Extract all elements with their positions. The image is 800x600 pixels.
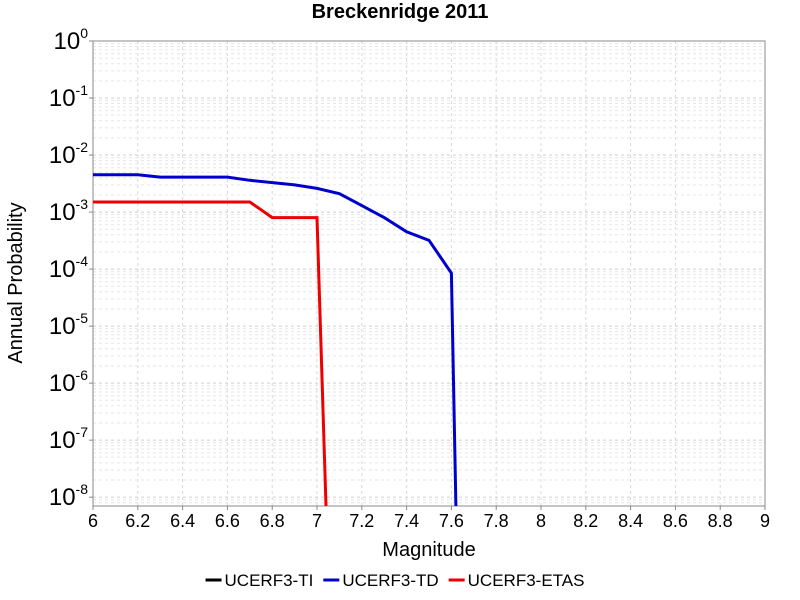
x-tick-label: 6.8 <box>260 511 285 531</box>
series-line-ucerf3-etas <box>93 200 328 507</box>
legend-label: UCERF3-TI <box>225 571 314 590</box>
x-tick-label: 7.6 <box>439 511 464 531</box>
x-axis-label: Magnitude <box>382 539 475 561</box>
y-axis-label: Annual Probability <box>5 202 27 363</box>
y-tick-label: 10-8 <box>49 481 88 511</box>
x-tick-label: 6.6 <box>215 511 240 531</box>
x-tick-label: 8.4 <box>618 511 643 531</box>
x-tick-label: 7.8 <box>484 511 509 531</box>
x-tick-label: 6 <box>88 511 98 531</box>
chart-title: Breckenridge 2011 <box>312 1 489 23</box>
x-tick-label: 7.4 <box>394 511 419 531</box>
x-tick-label: 6.2 <box>125 511 150 531</box>
y-tick-label: 10-3 <box>49 196 88 226</box>
y-tick-label: 10-5 <box>49 310 88 340</box>
x-axis-ticks: 6 6.2 6.4 6.6 6.8 7 7.2 7.4 7.6 7.8 8 8.2 8.4 8.6 8.8 9 <box>88 506 770 531</box>
x-tick-label: 8.6 <box>663 511 688 531</box>
legend-label: UCERF3-ETAS <box>468 571 585 590</box>
x-tick-label: 7.2 <box>349 511 374 531</box>
y-tick-label: 10-4 <box>49 253 88 283</box>
y-tick-label: 10-7 <box>49 424 88 454</box>
x-tick-label: 8.8 <box>708 511 733 531</box>
x-tick-label: 8.2 <box>573 511 598 531</box>
y-tick-label: 10-2 <box>49 139 88 169</box>
y-axis-ticks: 100 10-1 10-2 10-3 10-4 10-5 10-6 10-7 10-8 <box>49 25 93 511</box>
series-layer <box>93 173 458 507</box>
x-tick-label: 6.4 <box>170 511 195 531</box>
grid <box>92 40 766 507</box>
plot-frame <box>92 40 766 507</box>
legend-label: UCERF3-TD <box>342 571 438 590</box>
legend: UCERF3-TI UCERF3-TD UCERF3-ETAS <box>205 571 585 590</box>
y-tick-label: 10-1 <box>49 82 88 112</box>
x-tick-label: 7 <box>312 511 322 531</box>
y-tick-label: 10-6 <box>49 367 88 397</box>
y-tick-label: 100 <box>54 25 89 55</box>
series-line-ucerf3-td <box>93 173 458 507</box>
x-tick-label: 9 <box>760 511 770 531</box>
x-tick-label: 8 <box>536 511 546 531</box>
